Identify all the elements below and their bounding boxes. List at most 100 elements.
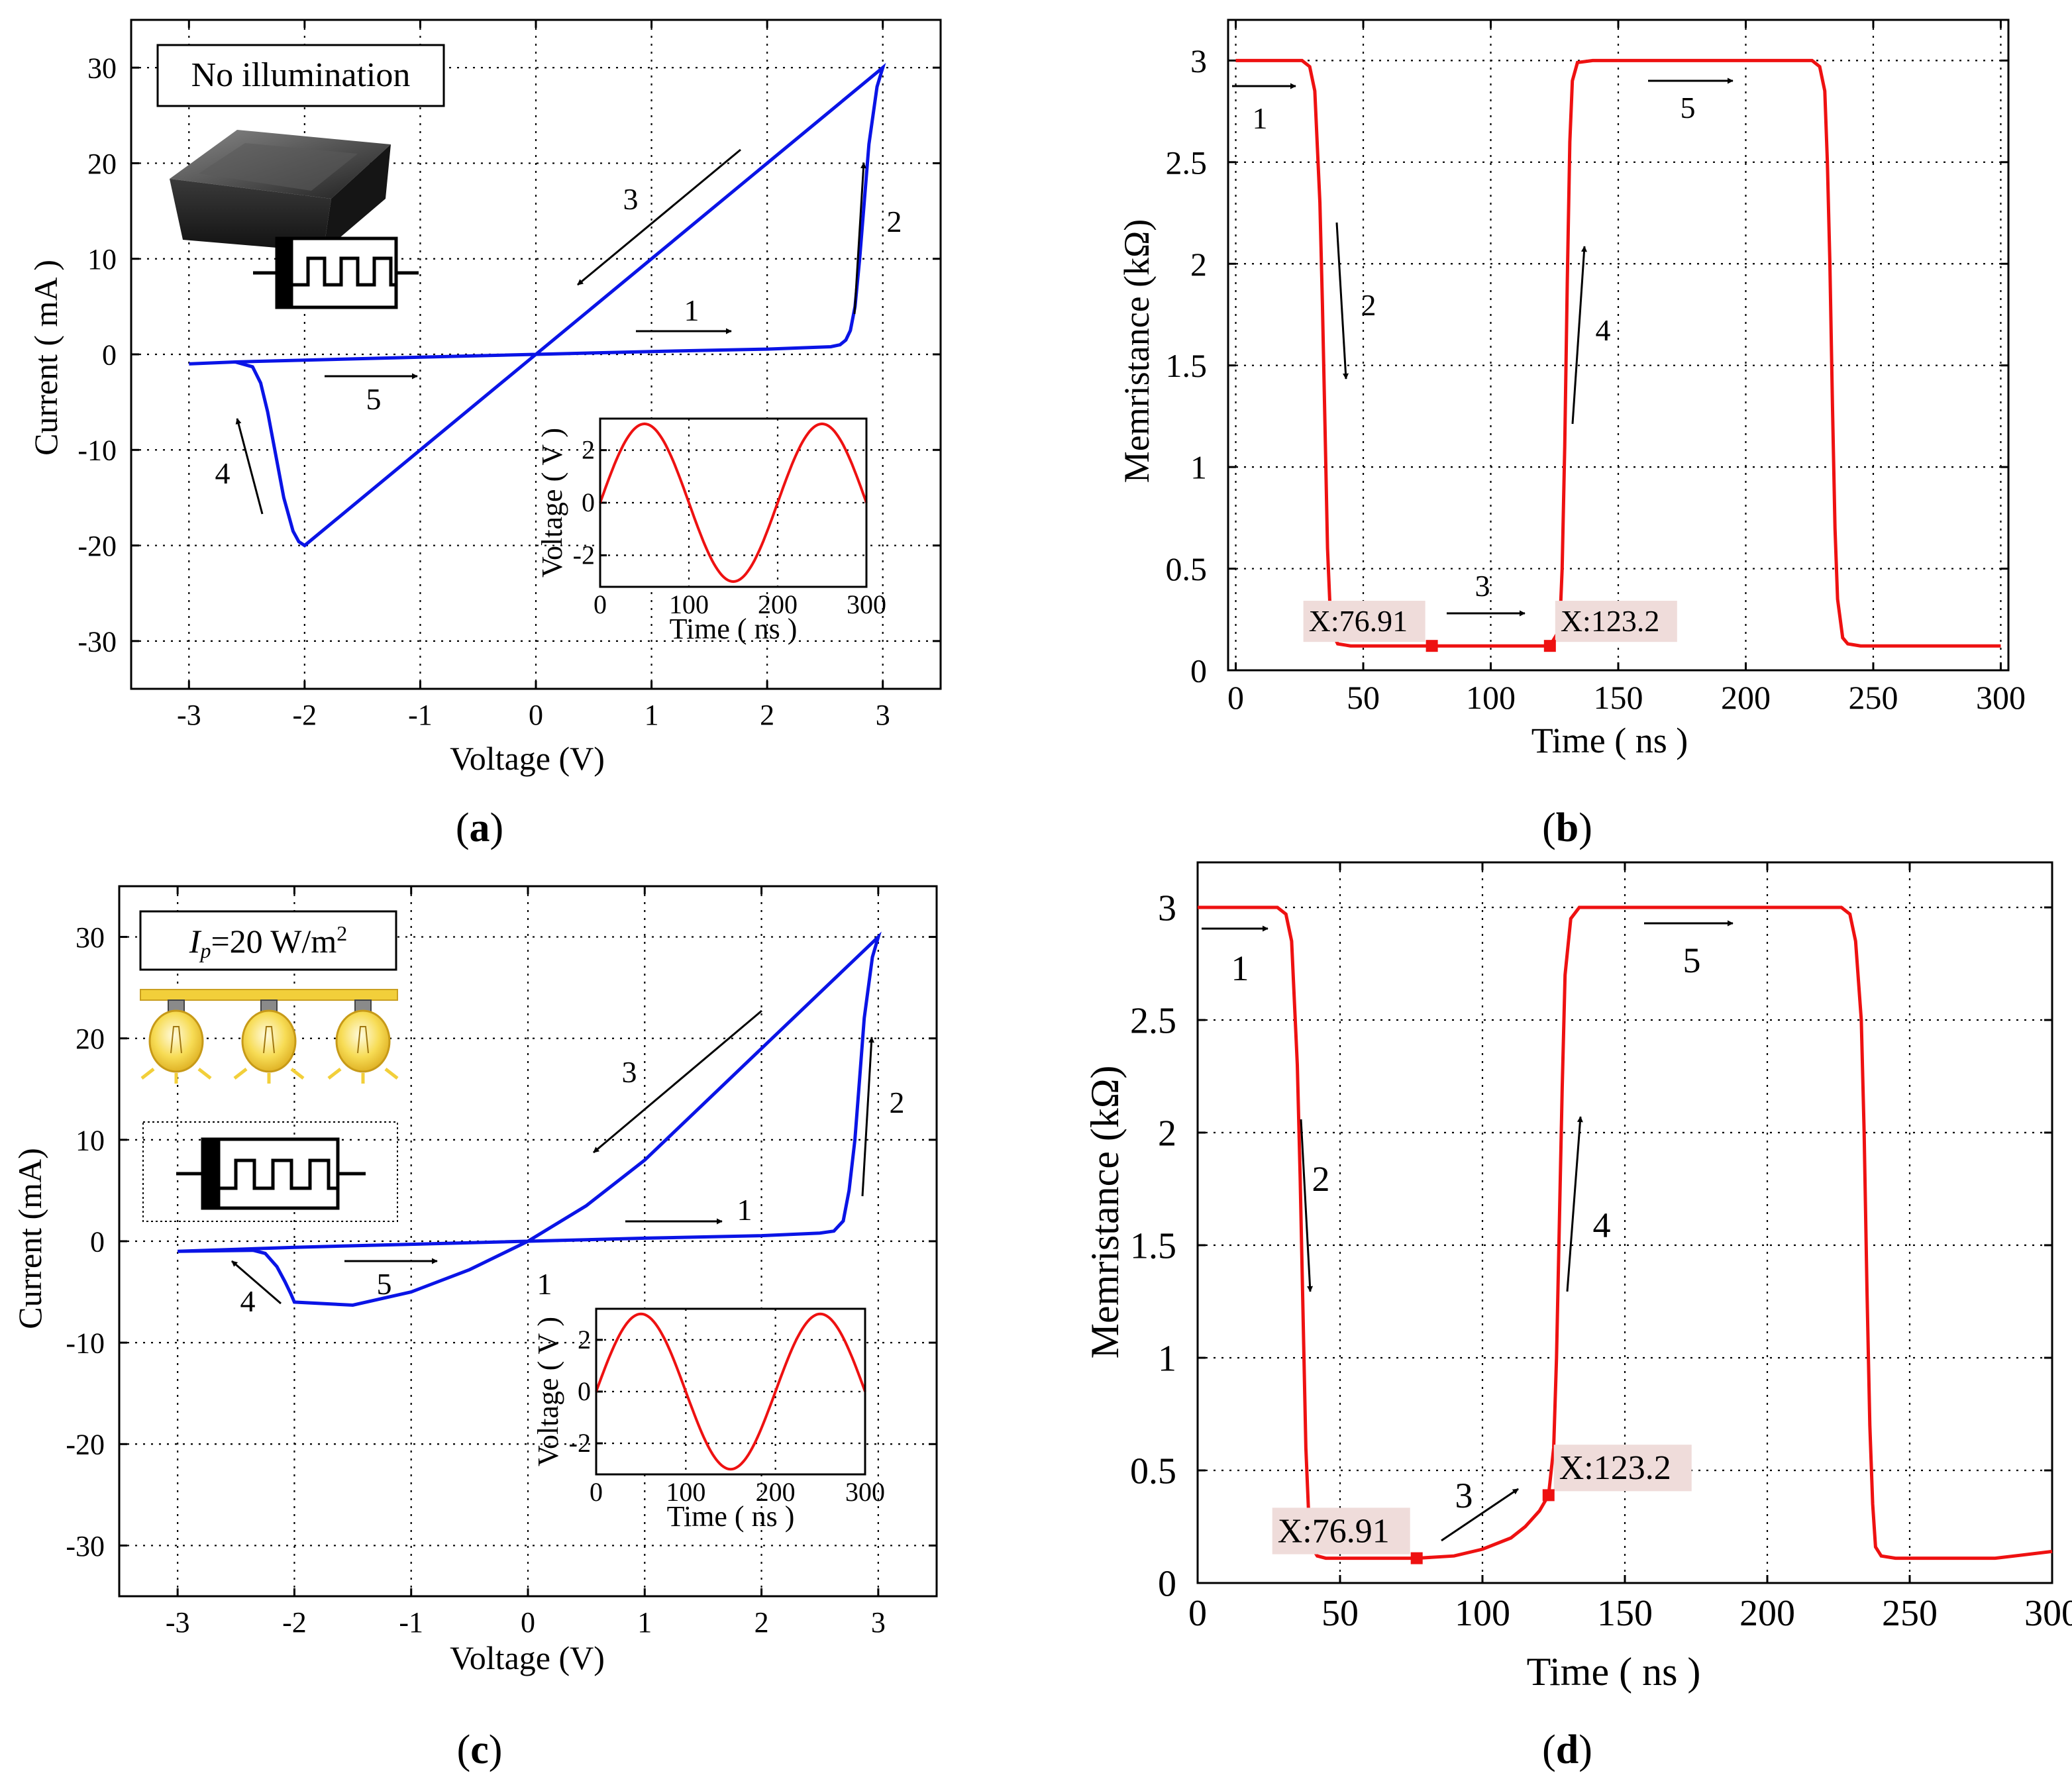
panel-a-arrow-label-2: 2 xyxy=(887,205,902,238)
panel-c-x-axis-label: Voltage (V) xyxy=(450,1639,605,1676)
x-tick-label: 200 xyxy=(1739,1593,1795,1634)
datatip-marker xyxy=(1543,640,1556,652)
inset-frame xyxy=(595,1307,866,1476)
panel-b-memristance-curve xyxy=(1235,58,2001,648)
panel-a-y-axis-label: Current ( mA ) xyxy=(27,260,64,456)
y-tick-label: 1.5 xyxy=(1130,1226,1176,1267)
datatip-box xyxy=(1553,1445,1692,1492)
inset-x-tick-label: 100 xyxy=(669,589,709,619)
x-tick-label: 0 xyxy=(521,1606,535,1639)
panel-a-caption-letter: a xyxy=(470,805,490,850)
x-tick-label: 2 xyxy=(754,1606,769,1639)
x-tick-label: 300 xyxy=(2024,1593,2072,1634)
y-tick-label: 0 xyxy=(1190,652,1207,689)
panel-a-arrow-label-4: 4 xyxy=(215,456,231,490)
y-tick-label: 1 xyxy=(1190,449,1207,486)
panel-a-inset: 0 100 200 300 -2 0 2 Time ( ns ) Voltage ( V ) xyxy=(536,417,886,645)
y-tick-label: 30 xyxy=(87,52,117,85)
datatip-label: X:123.2 xyxy=(1561,604,1660,638)
panel-b-arrow-label-2: 2 xyxy=(1361,288,1376,322)
panel-b-axes-frame xyxy=(1227,19,2010,672)
x-tick-label: -1 xyxy=(408,699,433,731)
x-tick-label: 1 xyxy=(637,1606,652,1639)
panel-b-caption: (b) xyxy=(1542,805,1592,850)
datatip-marker xyxy=(1542,1489,1555,1502)
y-tick-label: 20 xyxy=(76,1023,105,1055)
panel-d-caption: (d) xyxy=(1542,1727,1592,1772)
inset-y-axis-label: Voltage ( V ) xyxy=(532,1317,564,1466)
inset-y-tick-label: 2 xyxy=(578,1325,591,1354)
panel-d-arrow-label-5: 5 xyxy=(1683,941,1701,980)
inset-y-tick-label: -2 xyxy=(569,1428,591,1458)
panel-c-condition-box: Ip=20 W/m2 xyxy=(139,910,397,971)
panel-b-datatips: X:76.91 X:123.2 xyxy=(1303,601,1677,652)
x-tick-label: 150 xyxy=(1597,1593,1653,1634)
panel-c-condition-label: Ip=20 W/m2 xyxy=(189,921,347,962)
inset-x-tick-label: 0 xyxy=(594,589,607,619)
x-tick-label: 3 xyxy=(876,699,890,731)
inset-x-tick-label: 200 xyxy=(758,589,798,619)
inset-y-tick-label: 2 xyxy=(582,435,595,465)
panel-b-arrow-label-5: 5 xyxy=(1681,91,1696,125)
panel-a-arrow-label-1: 1 xyxy=(684,293,699,327)
y-tick-label: -20 xyxy=(78,530,117,562)
panel-d-arrow-label-3: 3 xyxy=(1455,1476,1473,1515)
y-tick-label: 2 xyxy=(1190,246,1207,283)
panel-d-ticks: 0 50 100 150 200 250 300 0 0.5 1 1.5 2 2.5 3 xyxy=(1130,862,2072,1634)
inset-voltage-curve xyxy=(599,422,868,584)
x-tick-label: 200 xyxy=(1721,679,1771,716)
panel-b-y-axis-label: Memristance (kΩ) xyxy=(1117,219,1157,484)
panel-c-arrow-label-1: 1 xyxy=(737,1193,752,1227)
panel-b-x-axis-label: Time ( ns ) xyxy=(1531,721,1688,760)
bulb-icon xyxy=(233,999,305,1084)
y-tick-label: 10 xyxy=(76,1124,105,1156)
x-tick-label: 250 xyxy=(1848,679,1898,716)
panel-d-memristance-curve xyxy=(1198,905,2053,1560)
panel-b-arrows: 1 2 3 4 5 xyxy=(1232,77,1734,617)
inset-x-axis-label: Time ( ns ) xyxy=(670,613,798,645)
panel-b-ticks: 0 50 100 150 200 250 300 0 0.5 1 1.5 2 2.5 3 xyxy=(1166,20,2026,716)
x-tick-label: 250 xyxy=(1882,1593,1938,1634)
panel-b-arrow-label-4: 4 xyxy=(1596,313,1611,347)
panel-a-iv-curve xyxy=(189,62,886,548)
datatip-label: X:76.91 xyxy=(1278,1512,1390,1550)
memristor-symbol-a xyxy=(253,236,419,309)
datatip-box xyxy=(1303,601,1425,642)
panel-c-arrow-label-2: 2 xyxy=(890,1086,905,1119)
x-tick-label: -2 xyxy=(282,1606,307,1639)
inset-y-axis-label: Voltage ( V ) xyxy=(536,428,568,578)
y-tick-label: 0 xyxy=(1158,1564,1176,1605)
x-tick-label: 300 xyxy=(1976,679,2026,716)
panel-a-arrows: 1 2 3 4 5 xyxy=(215,148,902,515)
y-tick-label: 2.5 xyxy=(1166,144,1208,181)
x-tick-label: 100 xyxy=(1455,1593,1510,1634)
memristor-symbol-c xyxy=(142,1121,398,1222)
inset-x-tick-label: 300 xyxy=(847,589,886,619)
inset-y-tick-label: -2 xyxy=(573,540,595,570)
y-tick-label: 10 xyxy=(87,243,117,276)
y-tick-label: 2 xyxy=(1158,1113,1176,1154)
intensity-subscript: p xyxy=(199,939,211,962)
panel-a-condition-box: No illumination xyxy=(156,44,445,107)
panel-a-arrow-label-5: 5 xyxy=(366,382,382,416)
y-tick-label: 2.5 xyxy=(1130,1001,1176,1042)
y-tick-label: 0 xyxy=(102,338,117,371)
inset-y-tick-label: 0 xyxy=(578,1376,591,1406)
intensity-value: =20 W/m xyxy=(211,923,337,960)
bulb-icon xyxy=(140,999,212,1084)
x-tick-label: 150 xyxy=(1594,679,1643,716)
y-tick-label: -10 xyxy=(66,1327,105,1360)
panel-a-caption: (a) xyxy=(456,805,503,850)
datatip-box xyxy=(1272,1507,1410,1555)
y-tick-label: 20 xyxy=(87,148,117,180)
datatip-label: X:123.2 xyxy=(1559,1449,1671,1487)
y-tick-label: 30 xyxy=(76,921,105,954)
x-tick-label: -2 xyxy=(293,699,317,731)
panel-c-caption-letter: c xyxy=(470,1727,489,1772)
y-tick-label: 0 xyxy=(90,1225,105,1258)
